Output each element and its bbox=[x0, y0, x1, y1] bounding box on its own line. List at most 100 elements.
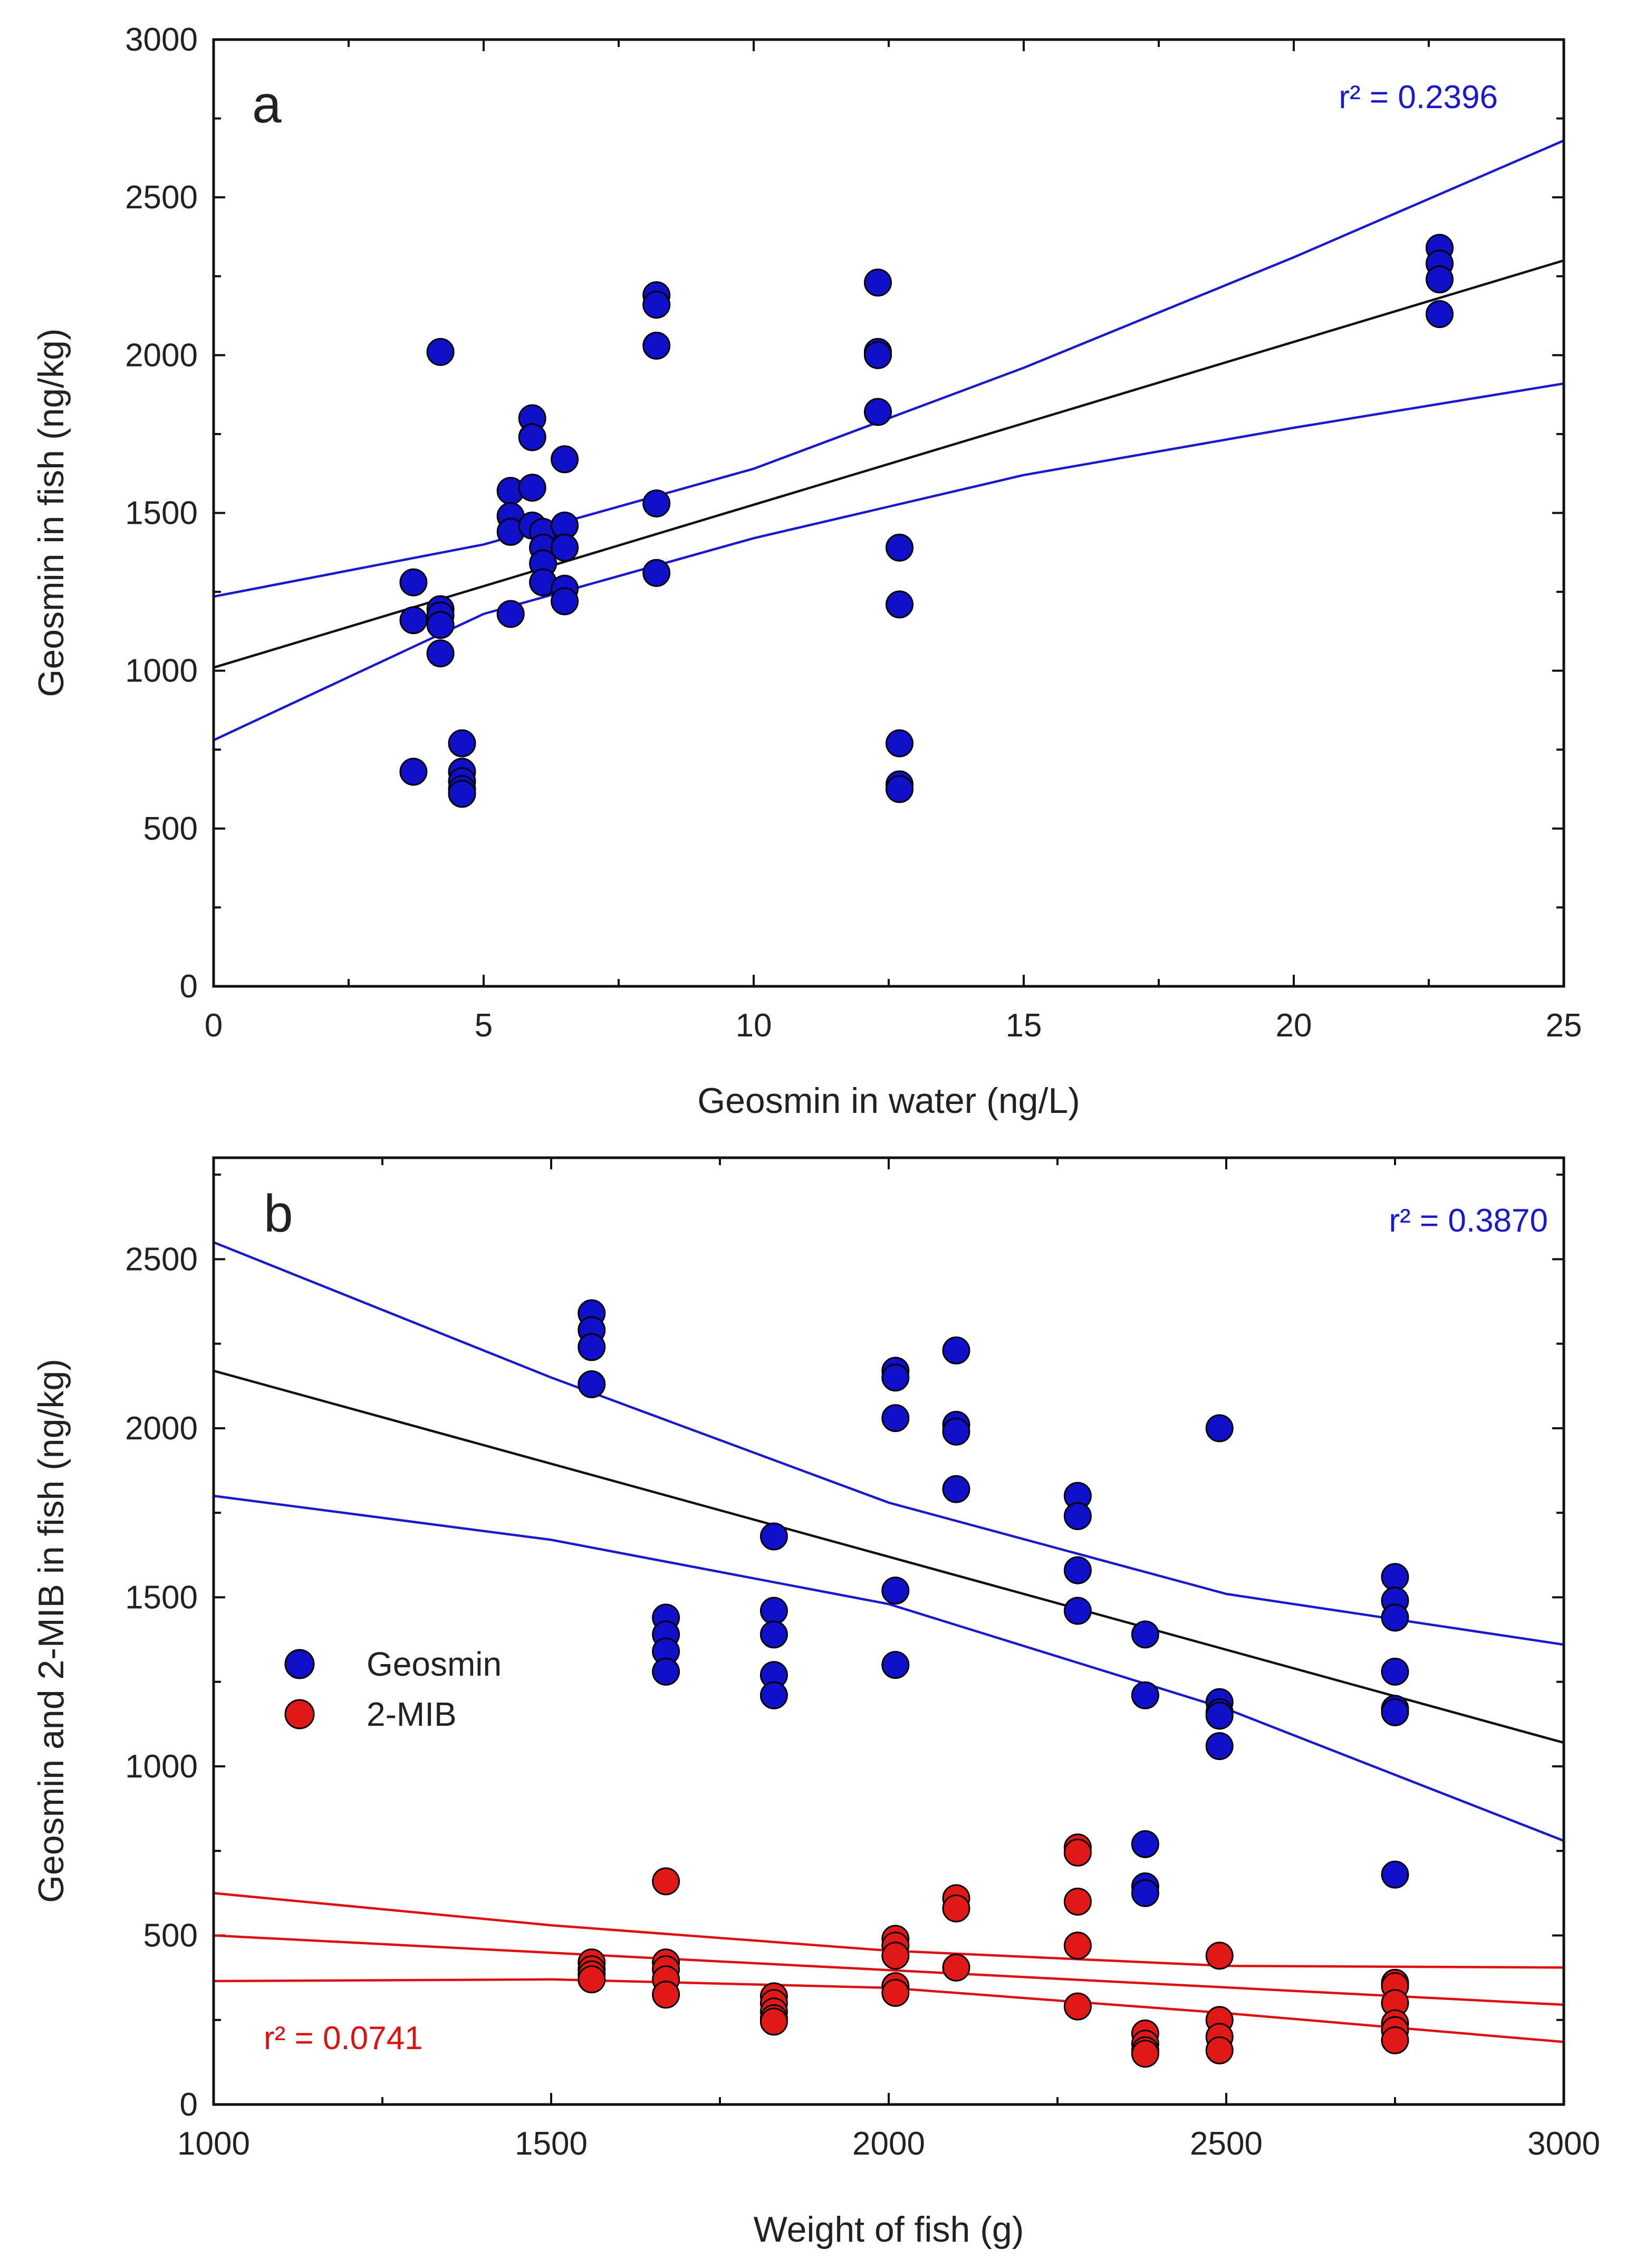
data-point bbox=[496, 600, 525, 628]
panel-a-letter: a bbox=[252, 75, 282, 134]
fit-line bbox=[213, 1494, 1564, 1842]
panel-b: 1000 1500 2000 2500 3000 0 500 1000 1500 2000 2500… bbox=[31, 1156, 1600, 2250]
x-tick-label: 1500 bbox=[515, 2126, 588, 2162]
y-tick-label: 1500 bbox=[125, 495, 198, 532]
data-point bbox=[886, 775, 913, 803]
data-point bbox=[448, 780, 476, 808]
legend-mib-label: 2-MIB bbox=[367, 1695, 457, 1733]
y-tick-label: 2000 bbox=[125, 1410, 198, 1447]
data-point bbox=[759, 1681, 788, 1709]
data-point bbox=[1131, 1681, 1159, 1709]
data-point bbox=[1381, 1860, 1409, 1889]
fit-line bbox=[213, 1369, 1564, 1744]
data-point bbox=[518, 474, 546, 502]
y-tick-label: 2500 bbox=[125, 1241, 198, 1277]
data-point bbox=[642, 559, 671, 587]
data-point bbox=[886, 533, 913, 562]
data-point bbox=[426, 338, 455, 366]
data-point bbox=[1131, 1830, 1159, 1858]
data-point bbox=[652, 1657, 680, 1686]
x-tick-label: 20 bbox=[1276, 1007, 1312, 1044]
data-point bbox=[881, 1942, 910, 1970]
y-tick-label: 1000 bbox=[125, 1748, 198, 1785]
panel-b-y-axis-label: Geosmin and 2-MIB in fish (ng/kg) bbox=[31, 1359, 71, 1903]
legend-geosmin-marker bbox=[284, 1649, 315, 1679]
panel-b-x-axis-label: Weight of fish (g) bbox=[754, 2209, 1024, 2250]
x-tick-label: 10 bbox=[736, 1007, 772, 1044]
fit-line bbox=[213, 1241, 1564, 1646]
data-point bbox=[578, 1333, 606, 1361]
data-point bbox=[1381, 1563, 1409, 1591]
data-point bbox=[1426, 300, 1454, 328]
x-tick-label: 15 bbox=[1006, 1007, 1042, 1044]
panel-b-geosmin-r2-annotation: r² = 0.3870 bbox=[1389, 1203, 1548, 1239]
data-point bbox=[1381, 1603, 1409, 1632]
x-tick-label: 0 bbox=[205, 1007, 223, 1044]
fit-line bbox=[213, 1934, 1564, 2006]
legend: Geosmin 2-MIB bbox=[284, 1645, 502, 1733]
x-tick-label: 3000 bbox=[1527, 2126, 1600, 2162]
data-point bbox=[642, 331, 671, 360]
y-tick-label: 2000 bbox=[125, 337, 198, 373]
panel-b-letter: b bbox=[264, 1184, 293, 1243]
data-point bbox=[1205, 1414, 1234, 1443]
data-point bbox=[942, 1336, 970, 1364]
data-point bbox=[426, 611, 455, 639]
data-point bbox=[759, 1522, 788, 1551]
x-tick-label: 5 bbox=[475, 1007, 493, 1044]
y-tick-label: 2500 bbox=[125, 179, 198, 216]
y-tick-label: 1000 bbox=[125, 653, 198, 689]
data-point bbox=[578, 1370, 606, 1398]
data-point bbox=[399, 757, 428, 786]
y-tick-label: 500 bbox=[143, 1917, 198, 1954]
x-tick-label: 25 bbox=[1546, 1007, 1582, 1044]
data-point bbox=[942, 1417, 970, 1446]
data-point bbox=[1063, 1502, 1092, 1530]
panel-b-frame bbox=[212, 1156, 1565, 2106]
legend-mib-marker bbox=[284, 1699, 315, 1729]
y-tick-label: 0 bbox=[180, 2087, 198, 2123]
data-point bbox=[1381, 2026, 1409, 2054]
data-point bbox=[1131, 1620, 1159, 1649]
data-point bbox=[1205, 1702, 1234, 1730]
data-point bbox=[864, 341, 892, 369]
x-tick-label: 2500 bbox=[1190, 2126, 1263, 2162]
data-point bbox=[886, 590, 913, 619]
data-point bbox=[864, 398, 892, 426]
data-point bbox=[399, 606, 428, 635]
data-point bbox=[399, 568, 428, 597]
data-point bbox=[1063, 1838, 1092, 1867]
panel-a-r2-annotation: r² = 0.2396 bbox=[1339, 79, 1498, 116]
data-point bbox=[1381, 1698, 1409, 1726]
y-tick-label: 1500 bbox=[125, 1579, 198, 1616]
data-point bbox=[426, 639, 455, 668]
data-point bbox=[759, 1620, 788, 1649]
y-tick-label: 3000 bbox=[125, 22, 198, 58]
data-point bbox=[1131, 1879, 1159, 1907]
data-point bbox=[551, 533, 579, 562]
data-point bbox=[886, 729, 913, 757]
data-point bbox=[551, 587, 579, 616]
data-point bbox=[942, 1894, 970, 1923]
data-point bbox=[1063, 1597, 1092, 1625]
data-point bbox=[759, 2007, 788, 2036]
panel-a-y-axis-label: Geosmin in fish (ng/kg) bbox=[31, 328, 71, 697]
x-tick-label: 1000 bbox=[177, 2126, 250, 2162]
data-point bbox=[642, 291, 671, 319]
data-point bbox=[448, 729, 476, 757]
data-point bbox=[1205, 1732, 1234, 1760]
data-point bbox=[652, 1981, 680, 2009]
y-tick-label: 500 bbox=[143, 811, 198, 847]
data-point bbox=[578, 1965, 606, 1994]
data-point bbox=[942, 1475, 970, 1503]
data-point bbox=[551, 445, 579, 474]
data-point bbox=[881, 1404, 910, 1433]
panel-a-x-axis-label: Geosmin in water (ng/L) bbox=[697, 1081, 1080, 1121]
data-point bbox=[1205, 2036, 1234, 2064]
data-point bbox=[1426, 265, 1454, 294]
data-point bbox=[759, 1597, 788, 1625]
data-point bbox=[1381, 1657, 1409, 1686]
data-point bbox=[1063, 1556, 1092, 1584]
